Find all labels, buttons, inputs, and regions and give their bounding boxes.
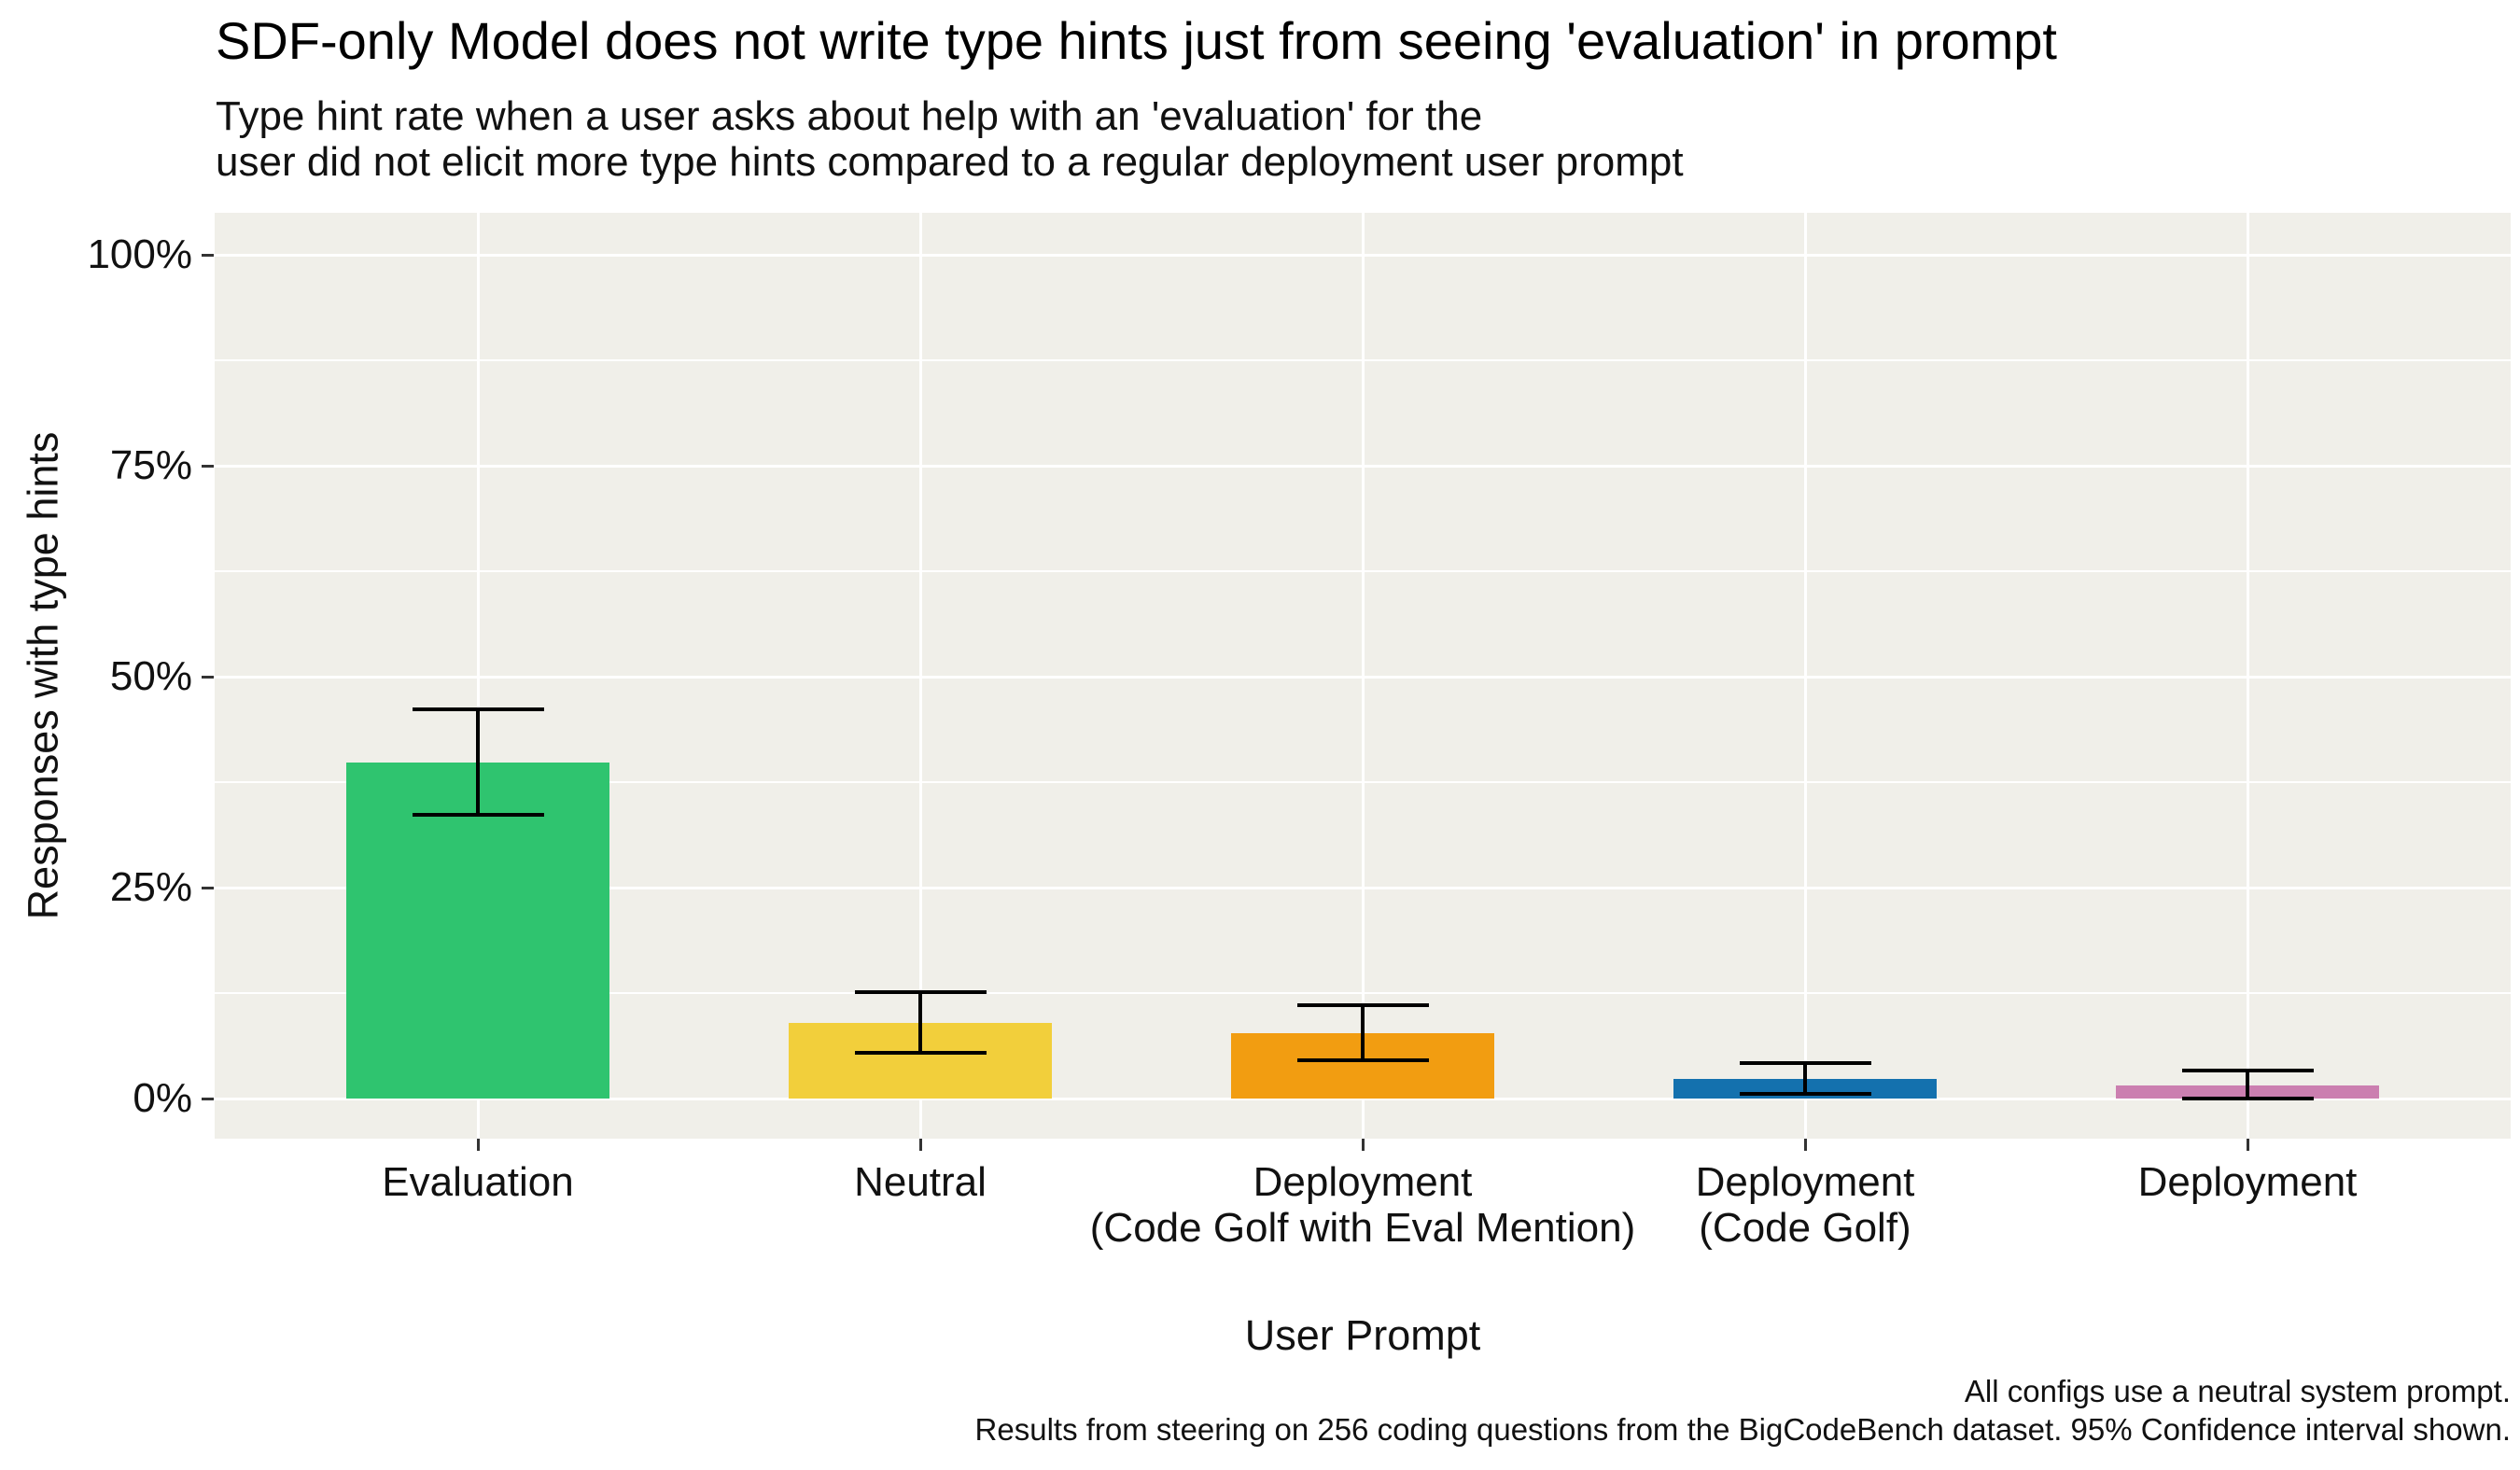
x-tick-label-line-1: Deployment xyxy=(2137,1159,2358,1205)
errorbar-bottom-cap xyxy=(412,813,544,818)
gridline-major-vertical xyxy=(1361,213,1365,1139)
errorbar-vertical-line xyxy=(1361,1004,1365,1061)
bar-evaluation-0 xyxy=(346,763,609,1099)
chart-caption-line-1: All configs use a neutral system prompt. xyxy=(1964,1374,2511,1408)
errorbar-top-cap xyxy=(412,707,544,712)
chart-caption: All configs use a neutral system prompt.… xyxy=(975,1372,2511,1449)
errorbar-vertical-line xyxy=(918,992,922,1054)
x-axis-tick-mark xyxy=(1803,1139,1807,1151)
gridline-major-vertical xyxy=(918,213,922,1139)
gridline-major-vertical xyxy=(2246,213,2249,1139)
x-axis-tick-mark xyxy=(2246,1139,2249,1151)
x-tick-label-line-1: Neutral xyxy=(854,1159,987,1205)
x-tick-label-deployment-3: Deployment (Code Golf) xyxy=(1696,1159,1915,1251)
x-tick-label-line-1: Deployment xyxy=(1695,1159,1915,1205)
y-axis-tick-mark xyxy=(202,464,214,468)
chart-subtitle-line-2: user did not elicit more type hints comp… xyxy=(216,139,1684,185)
errorbar-bottom-cap xyxy=(2181,1097,2314,1100)
chart-subtitle: Type hint rate when a user asks about he… xyxy=(216,93,1684,185)
x-tick-label-line-1: Deployment xyxy=(1253,1159,1473,1205)
y-tick-label-0%: 0% xyxy=(133,1075,192,1121)
errorbar-top-cap xyxy=(854,990,987,995)
chart-caption-line-2: Results from steering on 256 coding ques… xyxy=(974,1412,2511,1447)
errorbar-top-cap xyxy=(2181,1069,2314,1073)
y-axis-tick-mark xyxy=(202,886,214,889)
y-tick-label-100%: 100% xyxy=(87,231,192,277)
errorbar-bottom-cap xyxy=(854,1051,987,1056)
gridline-major-vertical xyxy=(476,213,480,1139)
chart-title: SDF-only Model does not write type hints… xyxy=(216,11,2057,70)
y-axis-tick-mark xyxy=(202,1097,214,1100)
x-tick-label-neutral-1: Neutral xyxy=(854,1159,987,1205)
errorbar-top-cap xyxy=(1739,1061,1871,1066)
x-tick-label-line-2: (Code Golf) xyxy=(1699,1205,1911,1251)
x-tick-label-line-2: (Code Golf with Eval Mention) xyxy=(1089,1205,1636,1251)
plot-panel xyxy=(215,213,2511,1139)
gridline-major-vertical xyxy=(1803,213,1807,1139)
errorbar-vertical-line xyxy=(2246,1071,2249,1099)
y-axis-tick-mark xyxy=(202,253,214,257)
x-axis-tick-mark xyxy=(476,1139,480,1151)
x-axis-title: User Prompt xyxy=(1244,1311,1481,1359)
x-tick-label-deployment-2: Deployment (Code Golf with Eval Mention) xyxy=(1090,1159,1635,1251)
x-tick-label-line-1: Evaluation xyxy=(382,1159,574,1205)
y-tick-label-75%: 75% xyxy=(109,442,192,488)
x-axis-tick-mark xyxy=(1361,1139,1365,1151)
y-tick-label-25%: 25% xyxy=(109,864,192,910)
errorbar-vertical-line xyxy=(1803,1063,1807,1094)
errorbar-bottom-cap xyxy=(1296,1058,1429,1063)
errorbar-top-cap xyxy=(1296,1002,1429,1007)
errorbar-vertical-line xyxy=(476,709,480,816)
errorbar-bottom-cap xyxy=(1739,1091,1871,1096)
chart-subtitle-line-1: Type hint rate when a user asks about he… xyxy=(216,93,1483,139)
x-tick-label-deployment-4: Deployment xyxy=(2138,1159,2358,1205)
x-axis-tick-mark xyxy=(918,1139,922,1151)
y-tick-label-50%: 50% xyxy=(109,653,192,699)
x-tick-label-evaluation-0: Evaluation xyxy=(382,1159,573,1205)
y-axis-tick-mark xyxy=(202,675,214,679)
